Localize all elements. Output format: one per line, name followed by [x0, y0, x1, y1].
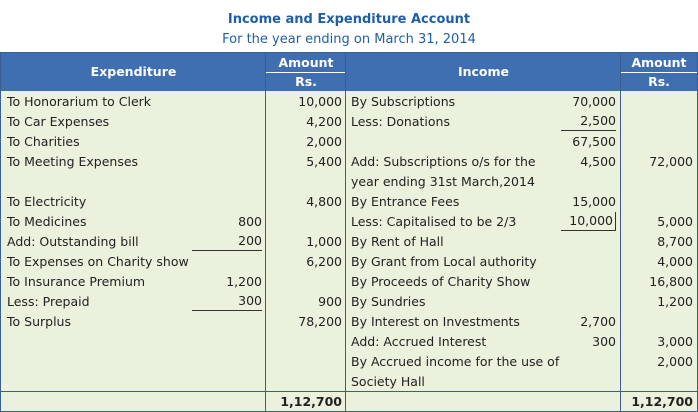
left-amount-cell: 1,000 — [306, 234, 342, 249]
left-cell: Add: Outstanding bill — [7, 234, 139, 249]
left-cell: To Medicines — [7, 214, 87, 229]
total-line — [1, 391, 697, 392]
right-amount-cell: 72,000 — [649, 154, 693, 169]
right-amount-cell: 4,000 — [657, 254, 693, 269]
column-header: Amount — [631, 55, 687, 70]
right-inner-cell: 2,700 — [580, 314, 616, 329]
left-cell: To Expenses on Charity show — [7, 254, 189, 269]
left-cell: To Meeting Expenses — [7, 154, 139, 169]
left-inner-cell: 1,200 — [226, 274, 262, 289]
left-cell: To Car Expenses — [7, 114, 110, 129]
total: 1,12,700 — [266, 391, 342, 411]
left-amount-cell: 6,200 — [306, 254, 342, 269]
left-amount-cell: 4,800 — [306, 194, 342, 209]
left-cell: To Insurance Premium — [7, 274, 146, 289]
column-header: Rs. — [295, 74, 317, 89]
right-inner-cell: 15,000 — [572, 194, 616, 209]
column-header: Income — [457, 64, 510, 79]
right-cell: year ending 31st March,2014 — [351, 174, 535, 189]
column-line — [620, 53, 621, 411]
right-inner-cell: 300 — [592, 334, 616, 349]
column-header: Rs. — [648, 74, 670, 89]
right-inner-cell: 67,500 — [572, 134, 616, 149]
left-cell: Less: Prepaid — [7, 294, 90, 309]
left-amount-cell: 4,200 — [306, 114, 342, 129]
right-amount-cell: 1,200 — [657, 294, 693, 309]
right-cell: By Subscriptions — [351, 94, 456, 109]
left-amount-cell: 5,400 — [306, 154, 342, 169]
total: 1,12,700 — [621, 391, 693, 411]
column-header: Amount — [278, 55, 334, 70]
right-amount-cell: 5,000 — [657, 214, 693, 229]
column-line — [265, 53, 266, 411]
right-cell: By Entrance Fees — [351, 194, 460, 209]
right-inner-cell: 70,000 — [572, 94, 616, 109]
left-cell: To Honorarium to Clerk — [7, 94, 152, 109]
right-inner-cell: 10,000 — [561, 212, 616, 231]
account-table: Expenditure Amount Rs. Income Amount Rs.… — [0, 52, 698, 412]
right-amount-cell: 16,800 — [649, 274, 693, 289]
right-cell: By Grant from Local authority — [351, 254, 537, 269]
title: Income and Expenditure Account — [227, 12, 471, 27]
right-amount-cell: 8,700 — [657, 234, 693, 249]
right-cell: By Interest on Investments — [351, 314, 520, 329]
header-divider — [621, 72, 697, 73]
subtitle: For the year ending on March 31, 2014 — [222, 32, 476, 47]
left-inner-cell: 200 — [192, 232, 262, 251]
left-inner-cell: 800 — [238, 214, 262, 229]
column-header: Expenditure — [90, 64, 177, 79]
right-amount-cell: 2,000 — [657, 354, 693, 369]
left-cell: To Electricity — [7, 194, 87, 209]
right-cell: Less: Capitalised to be 2/3 — [351, 214, 517, 229]
right-cell: Society Hall — [351, 374, 425, 389]
right-amount-cell: 3,000 — [657, 334, 693, 349]
right-cell: By Accrued income for the use of — [351, 354, 560, 369]
header-row: Expenditure Amount Rs. Income Amount Rs. — [1, 53, 697, 91]
left-cell: To Surplus — [7, 314, 71, 329]
left-cell: To Charities — [7, 134, 80, 149]
right-cell: Add: Subscriptions o/s for the — [351, 154, 536, 169]
right-cell: By Rent of Hall — [351, 234, 444, 249]
right-cell: By Proceeds of Charity Show — [351, 274, 531, 289]
left-amount-cell: 78,200 — [298, 314, 342, 329]
right-inner-cell: 2,500 — [561, 112, 616, 131]
right-cell: By Sundries — [351, 294, 426, 309]
right-inner-cell: 4,500 — [580, 154, 616, 169]
left-amount-cell: 900 — [318, 294, 342, 309]
left-inner-cell: 300 — [192, 292, 262, 311]
right-cell: Add: Accrued Interest — [351, 334, 487, 349]
right-cell: Less: Donations — [351, 114, 450, 129]
header-divider — [266, 72, 346, 73]
left-amount-cell: 2,000 — [306, 134, 342, 149]
column-line — [345, 53, 346, 411]
left-amount-cell: 10,000 — [298, 94, 342, 109]
